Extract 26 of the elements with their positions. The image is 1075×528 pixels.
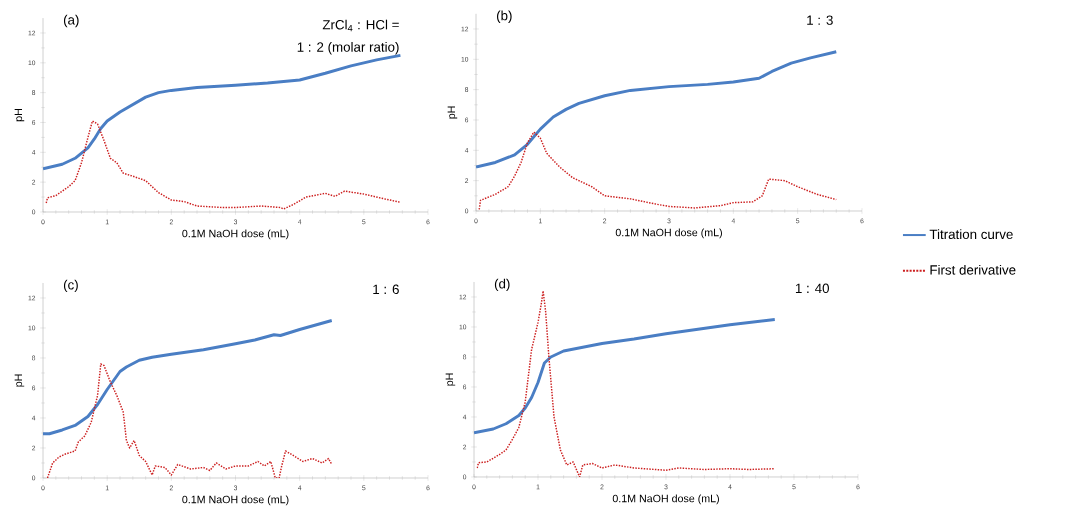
legend-label: Titration curve xyxy=(929,229,1013,240)
line-series xyxy=(476,290,776,477)
chart-title: (d) xyxy=(494,278,510,292)
chart-title: (b) xyxy=(496,10,512,23)
annotation: ZrCl$_{4}$ : HCl = xyxy=(322,19,399,32)
x-axis-title: 0.1M NaOH dose (mL) xyxy=(612,494,719,505)
line-series xyxy=(476,50,838,169)
x-axis-title: 0.1M NaOH dose (mL) xyxy=(182,495,289,506)
chart-title: (a) xyxy=(63,14,79,28)
legend-label: First derivative xyxy=(930,264,1016,275)
y-axis-title: pH xyxy=(445,373,456,386)
x-axis-title: 0.1M NaOH dose (mL) xyxy=(615,228,722,239)
line-series xyxy=(45,120,402,210)
annotation: 1 : 2 (molar ratio) xyxy=(297,41,399,55)
line-series xyxy=(46,363,333,478)
line-series xyxy=(43,319,334,436)
annotation: 1 : 40 xyxy=(795,283,829,294)
y-axis-title: pH xyxy=(14,109,25,122)
x-axis-title: 0.1M NaOH dose (mL) xyxy=(182,229,289,240)
chart-title: (c) xyxy=(63,279,78,293)
line-series xyxy=(478,131,838,211)
annotation: 1 : 6 xyxy=(373,284,399,295)
line-series xyxy=(474,318,777,435)
y-axis-title: pH xyxy=(447,106,458,119)
y-axis-title: pH xyxy=(14,374,25,387)
annotation: 1 : 3 xyxy=(807,15,833,25)
